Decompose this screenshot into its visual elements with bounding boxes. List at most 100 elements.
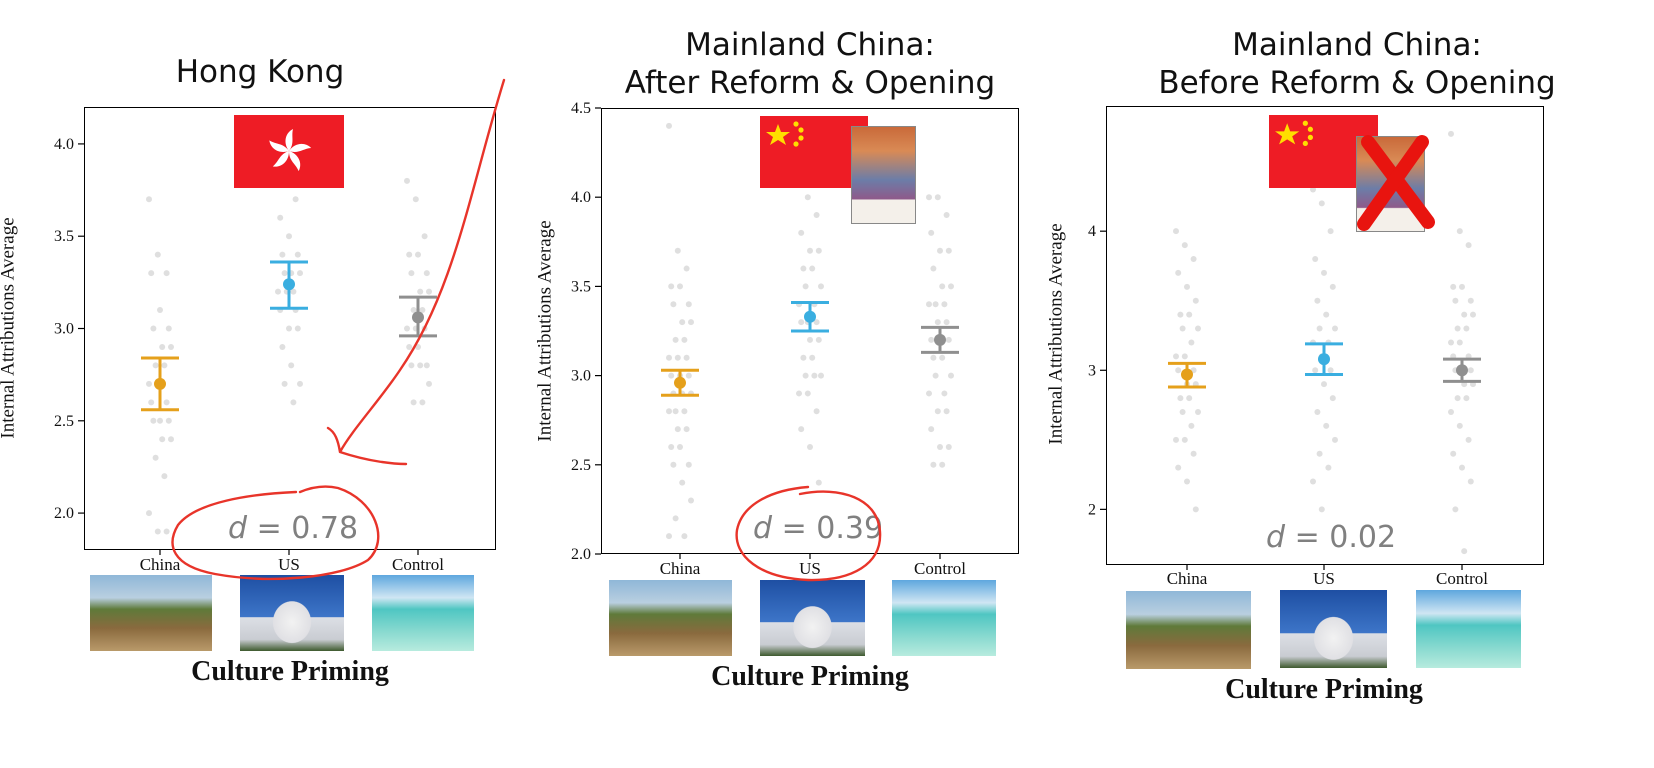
mean-point-us (804, 310, 816, 323)
data-point-china (1179, 409, 1186, 415)
x-tick-label-control: Control (1436, 569, 1488, 588)
data-point-control (928, 426, 935, 433)
us-capitol-image (240, 575, 344, 651)
data-point-control (421, 325, 428, 332)
panel-title-line: Before Reform & Opening (1158, 65, 1556, 101)
y-tick-label: 2.5 (54, 413, 74, 430)
data-point-china (165, 325, 172, 332)
chart-svg: 2.0 2.5 3.0 3.5 4.0 4.5 (571, 100, 959, 563)
data-point-us (1312, 256, 1319, 262)
panel-title-line: Hong Kong (175, 54, 345, 90)
data-point-china (688, 497, 694, 504)
data-point-us (1321, 381, 1327, 388)
effect-size-value: 0.39 (816, 511, 884, 546)
data-point-control (928, 336, 935, 343)
data-point-china (163, 528, 170, 535)
data-point-control (926, 390, 932, 397)
data-point-us (1318, 200, 1325, 207)
data-point-china (148, 399, 155, 406)
data-point-us (286, 325, 292, 332)
data-point-control (941, 301, 948, 308)
data-point-us (279, 251, 286, 258)
x-axis-title: Culture Priming (1225, 674, 1423, 705)
x-tick-label-us: US (799, 559, 821, 578)
data-point-control (1448, 130, 1454, 137)
panel-mainland-after: Mainland China: After Reform & Opening I… (520, 0, 1060, 768)
mean-point-control (934, 333, 946, 346)
data-point-control (945, 247, 952, 254)
data-point-control (1467, 297, 1474, 304)
ocean-image (372, 575, 474, 651)
data-point-control (1463, 325, 1470, 332)
data-point-us (297, 270, 303, 277)
data-point-us (279, 343, 286, 350)
data-point-china (668, 372, 675, 379)
data-point-china (146, 380, 152, 387)
great-wall-image (90, 575, 212, 651)
x-tick-label-china: China (1166, 569, 1208, 588)
data-point-us (1316, 450, 1323, 457)
data-point-control (415, 343, 421, 350)
data-point-us (1329, 283, 1336, 290)
data-point-china (670, 301, 677, 308)
data-point-control (426, 288, 432, 295)
y-tick-label: 3 (1088, 362, 1096, 379)
data-point-us (815, 247, 822, 254)
panel-title: Mainland China: After Reform & Opening (580, 26, 1040, 102)
y-tick-label: 2 (1088, 501, 1096, 518)
data-point-china (1188, 422, 1195, 429)
data-point-china (161, 362, 168, 369)
data-point-china (1173, 228, 1179, 235)
data-point-china (157, 307, 163, 314)
star (1275, 123, 1300, 145)
effect-size-label: d = 0.39 (753, 511, 883, 546)
data-point-control (932, 372, 939, 379)
x-tick-label-us: US (278, 555, 300, 574)
data-point-us (1327, 367, 1334, 374)
data-point-control (926, 301, 932, 308)
data-point-us (809, 354, 816, 361)
effect-size-symbol: d (228, 511, 248, 546)
data-point-control (930, 461, 937, 468)
data-point-us (807, 443, 813, 450)
data-point-china (681, 408, 688, 415)
data-point-us (292, 196, 299, 203)
data-point-china (685, 301, 692, 308)
data-point-china (668, 283, 675, 290)
data-point-control (1467, 478, 1474, 485)
data-point-control (404, 325, 410, 332)
data-point-control (937, 443, 943, 450)
data-point-china (668, 443, 675, 450)
data-point-control (1456, 339, 1463, 346)
data-point-china (677, 283, 683, 290)
data-point-control (945, 336, 952, 343)
data-point-china (168, 343, 174, 350)
data-point-us (815, 479, 822, 486)
data-point-us (275, 288, 281, 295)
data-point-china (1173, 353, 1179, 360)
data-point-china (146, 510, 152, 517)
data-point-control (1448, 339, 1454, 346)
hong-kong-flag-icon (234, 115, 344, 188)
data-point-china (683, 426, 690, 433)
x-axis-title: Culture Priming (711, 661, 909, 692)
data-point-control (1450, 450, 1457, 457)
effect-size-label: d = 0.02 (1266, 520, 1396, 555)
data-point-us (290, 288, 297, 295)
data-point-us (807, 336, 813, 343)
effect-size-eq: = (1285, 520, 1330, 555)
data-point-us (1325, 464, 1332, 471)
data-point-control (415, 251, 421, 258)
data-point-control (406, 251, 413, 258)
great-wall-image (1126, 591, 1251, 669)
data-point-us (286, 233, 292, 240)
data-point-us (288, 362, 295, 369)
panel-mainland-before: Mainland China: Before Reform & Opening … (1046, 0, 1654, 768)
data-point-china (688, 319, 694, 326)
effect-size-eq: = (772, 511, 817, 546)
data-point-china (152, 362, 159, 369)
data-point-control (1456, 228, 1463, 235)
data-point-us (1323, 311, 1330, 318)
effect-size-eq: = (247, 511, 292, 546)
data-point-control (943, 212, 950, 219)
